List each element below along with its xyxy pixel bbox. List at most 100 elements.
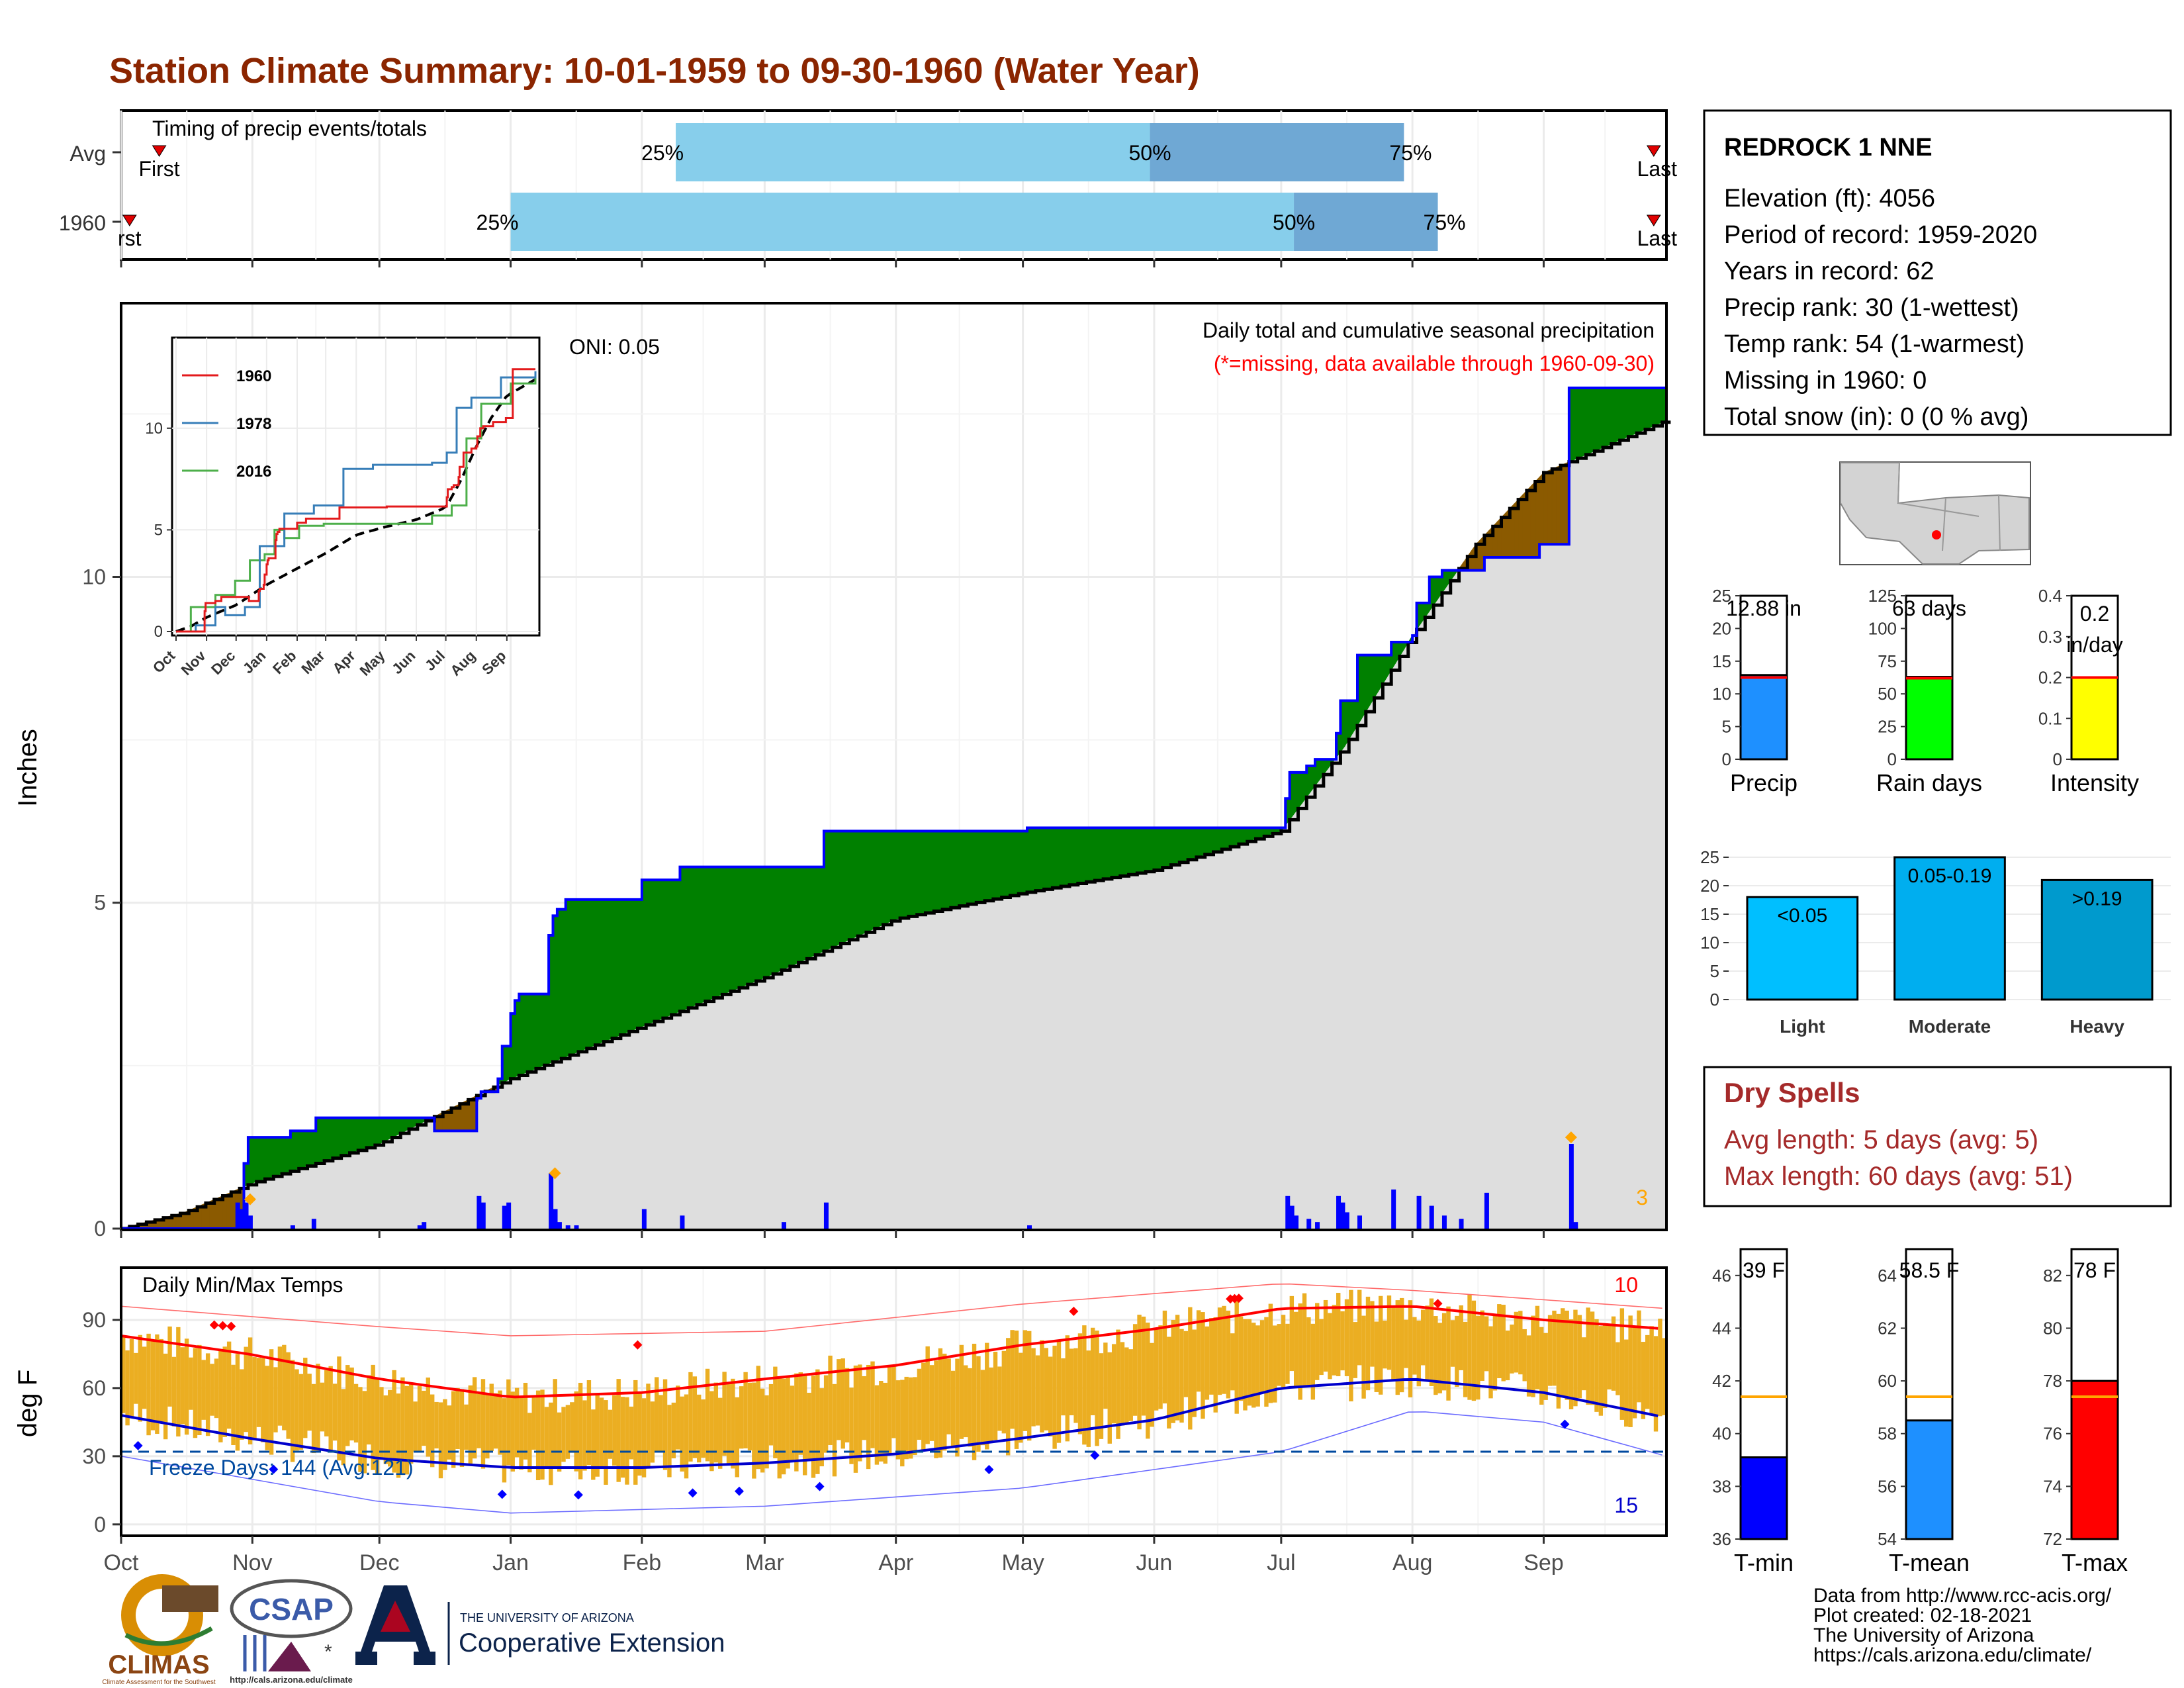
- surplus-segment: [662, 879, 668, 1019]
- surplus-segment: [574, 899, 579, 1055]
- daily-temp-bar: [1395, 1300, 1400, 1395]
- daily-temp-bar: [823, 1375, 829, 1453]
- daily-precip-bar: [480, 1202, 486, 1229]
- deficit-segment: [1556, 465, 1561, 545]
- daily-temp-bar: [1488, 1326, 1493, 1399]
- daily-temp-bar: [811, 1376, 816, 1478]
- daily-temp-bar: [125, 1350, 130, 1426]
- daily-temp-bar: [1420, 1309, 1426, 1366]
- daily-temp-bar: [591, 1409, 596, 1480]
- observed-cumulative-line: [121, 386, 1666, 1230]
- surplus-segment: [582, 899, 588, 1051]
- axis-tick-label: 62: [1878, 1318, 1897, 1338]
- axis-tick-label: 38: [1712, 1476, 1731, 1496]
- temps-plot: [120, 1283, 1667, 1514]
- axis-tick-label: 36: [1712, 1529, 1731, 1549]
- surplus-segment: [294, 1130, 300, 1170]
- surplus-segment: [1023, 831, 1028, 894]
- summary-bar-title: T-max: [2062, 1549, 2128, 1576]
- surplus-segment: [366, 1117, 371, 1149]
- surplus-segment: [612, 899, 617, 1039]
- daily-temp-bar: [282, 1344, 287, 1430]
- month-label: May: [1001, 1550, 1044, 1575]
- daily-precip-bar: [506, 1202, 512, 1229]
- summary-bar-label: 78 F: [2073, 1258, 2116, 1282]
- summary-bar-title: Rain days: [1876, 769, 1982, 796]
- timing-bars: 25% 50% 75% First Last 25% 50% 75% rst Last: [113, 123, 1677, 267]
- surplus-segment: [1014, 831, 1019, 896]
- daily-temp-bar: [1073, 1348, 1078, 1423]
- surplus-segment: [595, 899, 600, 1046]
- daily-temp-bar: [214, 1358, 219, 1419]
- surplus-segment: [1035, 827, 1040, 892]
- daily-temp-bar: [1399, 1297, 1404, 1393]
- daily-precip-bar: [311, 1219, 316, 1229]
- daily-precip-bar: [290, 1225, 295, 1229]
- daily-temp-bar: [142, 1346, 147, 1409]
- surplus-segment: [1348, 700, 1353, 741]
- daily-temp-bar: [210, 1364, 214, 1416]
- daily-temp-bar: [1598, 1326, 1604, 1416]
- daily-temp-bar: [332, 1383, 338, 1441]
- daily-temp-bar: [1484, 1316, 1489, 1372]
- credit-line: Plot created: 02-18-2021: [1813, 1605, 2032, 1626]
- station-line: Temp rank: 54 (1-warmest): [1724, 330, 2025, 358]
- surplus-segment: [1200, 827, 1206, 857]
- summary-bar: [2070, 1380, 2119, 1540]
- daily-temp-bar: [485, 1393, 490, 1459]
- timing-panel: Timing of precip events/totals 25% 50% 75%…: [59, 109, 1677, 267]
- surplus-segment: [747, 867, 752, 985]
- surplus-segment: [798, 867, 803, 963]
- surplus-segment: [1060, 827, 1066, 887]
- surplus-segment: [921, 831, 926, 914]
- daily-temp-bar: [1547, 1315, 1553, 1386]
- station-line: Period of record: 1959-2020: [1724, 221, 2037, 249]
- timing-label-75: 75%: [1424, 211, 1466, 234]
- surplus-segment: [539, 994, 545, 1068]
- daily-temp-bar: [252, 1357, 257, 1439]
- month-label: Aug: [1392, 1550, 1433, 1575]
- summary-bar-label: 12.88 in: [1726, 596, 1801, 620]
- daily-temp-bar: [879, 1380, 884, 1462]
- surplus-segment: [1611, 387, 1616, 445]
- daily-temp-bar: [1213, 1317, 1218, 1413]
- daily-precip-bar: [1344, 1212, 1349, 1229]
- axis-tick-label: 46: [1712, 1266, 1731, 1286]
- month-label: Oct: [104, 1550, 139, 1575]
- daily-temp-bar: [307, 1374, 312, 1431]
- daily-temp-bar: [1019, 1352, 1023, 1443]
- daily-temp-bar: [176, 1327, 181, 1437]
- precip-corner-count: 3: [1636, 1186, 1648, 1209]
- daily-temp-bar: [1586, 1307, 1590, 1405]
- axis-tick-label: 0.2: [2038, 668, 2062, 688]
- surplus-segment: [1196, 827, 1201, 858]
- surplus-segment: [362, 1117, 367, 1150]
- daily-temp-bar: [692, 1376, 698, 1458]
- daily-temp-bar: [159, 1338, 163, 1423]
- avg-min-line: [120, 1378, 1659, 1470]
- surplus-segment: [946, 831, 952, 910]
- last-event-marker: [1646, 145, 1661, 157]
- avg-max-line: [120, 1305, 1659, 1399]
- surplus-segment: [544, 994, 549, 1066]
- axis-tick-label: 5: [94, 891, 106, 915]
- daily-temp-bar: [997, 1366, 1002, 1431]
- surplus-segment: [844, 831, 850, 943]
- timing-bar-25-50: [510, 193, 1295, 251]
- daily-temp-bar: [1518, 1311, 1523, 1375]
- daily-temp-bar: [807, 1392, 811, 1461]
- daily-temp-bar: [815, 1369, 820, 1474]
- surplus-segment: [684, 867, 689, 1010]
- surplus-segment: [841, 831, 846, 945]
- daily-temp-bar: [993, 1352, 998, 1440]
- surplus-segment: [963, 831, 968, 906]
- daily-precip-bar: [248, 1215, 253, 1229]
- station-line: Total snow (in): 0 (0 % avg): [1724, 403, 2028, 431]
- daily-temp-bar: [1141, 1316, 1146, 1416]
- surplus-segment: [1077, 827, 1083, 884]
- surplus-segment: [1124, 827, 1129, 876]
- surplus-segment: [1641, 387, 1646, 432]
- daily-temp-bar: [121, 1336, 126, 1413]
- daily-temp-bar: [1251, 1323, 1256, 1408]
- ua-big-text: Cooperative Extension: [459, 1628, 725, 1658]
